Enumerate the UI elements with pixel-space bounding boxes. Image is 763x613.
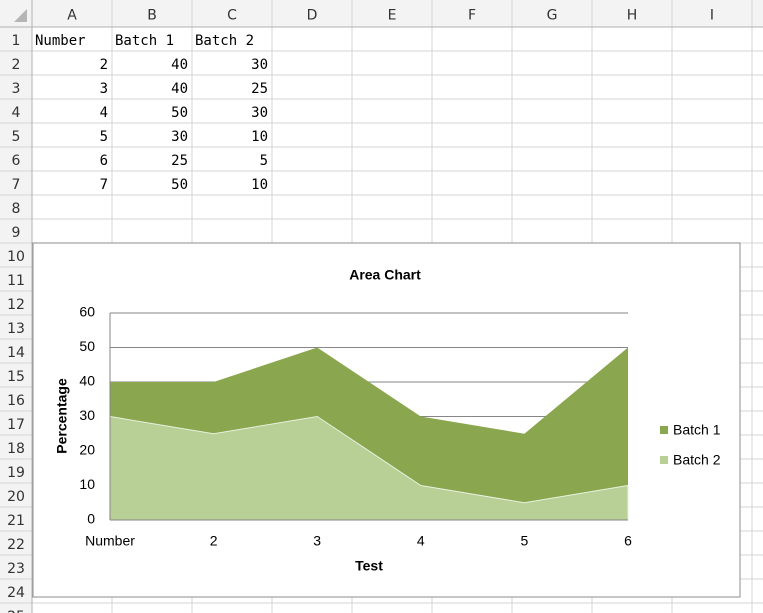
y-tick-label: 40 — [79, 373, 95, 389]
row-header[interactable]: 15 — [7, 369, 25, 385]
column-header-bar — [0, 0, 763, 27]
row-header[interactable]: 19 — [7, 465, 25, 481]
y-tick-label: 20 — [79, 442, 95, 458]
cell[interactable]: 25 — [251, 81, 268, 97]
row-header[interactable]: 14 — [7, 345, 25, 361]
row-header[interactable]: 20 — [7, 489, 25, 505]
row-header[interactable]: 2 — [12, 57, 21, 73]
row-header[interactable]: 18 — [7, 441, 25, 457]
cell[interactable]: Batch 1 — [115, 33, 174, 49]
row-header[interactable]: 3 — [12, 81, 21, 97]
column-header[interactable]: F — [468, 8, 476, 24]
cell[interactable]: 6 — [100, 153, 108, 169]
row-header[interactable]: 25 — [7, 609, 25, 613]
row-header[interactable]: 6 — [12, 153, 21, 169]
x-axis-label: Test — [355, 558, 383, 574]
column-header[interactable]: H — [627, 8, 638, 24]
row-header[interactable]: 16 — [7, 393, 25, 409]
row-header[interactable]: 13 — [7, 321, 25, 337]
y-tick-label: 60 — [79, 304, 95, 320]
row-header[interactable]: 17 — [7, 417, 25, 433]
y-tick-label: 30 — [79, 407, 95, 423]
cell[interactable]: Number — [35, 33, 86, 49]
cell[interactable]: 40 — [171, 57, 188, 73]
chart-title: Area Chart — [349, 267, 421, 283]
row-header[interactable]: 5 — [12, 129, 21, 145]
cell[interactable]: 10 — [251, 177, 268, 193]
column-header[interactable]: C — [227, 8, 237, 24]
select-all[interactable] — [14, 9, 27, 22]
x-tick-label: 3 — [313, 533, 321, 549]
legend-label: Batch 1 — [673, 422, 721, 438]
x-tick-label: 5 — [521, 533, 529, 549]
legend-label: Batch 2 — [673, 452, 721, 468]
cell[interactable]: 30 — [251, 57, 268, 73]
row-header[interactable]: 8 — [12, 201, 21, 217]
column-header[interactable]: B — [147, 8, 157, 24]
cell[interactable]: 7 — [100, 177, 108, 193]
row-header[interactable]: 1 — [12, 33, 21, 49]
cell[interactable]: 50 — [171, 105, 188, 121]
row-header[interactable]: 10 — [7, 249, 25, 265]
cell[interactable]: 3 — [100, 81, 108, 97]
row-header-bar — [0, 0, 32, 613]
cell[interactable]: 40 — [171, 81, 188, 97]
y-tick-label: 10 — [79, 476, 95, 492]
cell[interactable]: 5 — [260, 153, 268, 169]
column-header[interactable]: I — [710, 8, 714, 24]
row-header[interactable]: 7 — [12, 177, 21, 193]
row-header[interactable]: 23 — [7, 561, 25, 577]
row-header[interactable]: 24 — [7, 585, 25, 601]
legend-swatch — [660, 426, 668, 434]
area — [109, 415, 629, 521]
cell[interactable]: 4 — [100, 105, 108, 121]
x-tick-label: 2 — [210, 533, 218, 549]
y-tick-label: 50 — [79, 338, 95, 354]
column-header[interactable]: E — [388, 8, 397, 24]
column-header[interactable]: D — [307, 8, 318, 24]
x-tick-label: 6 — [624, 533, 632, 549]
column-header[interactable]: G — [547, 8, 558, 24]
cell[interactable]: 5 — [100, 129, 108, 145]
cell[interactable]: Batch 2 — [195, 33, 254, 49]
cell[interactable]: 30 — [251, 105, 268, 121]
y-tick-label: 0 — [87, 511, 95, 527]
row-header[interactable]: 11 — [7, 273, 25, 289]
chart[interactable]: Test Percentage 0 10 20 30 40 50 60 Number 2 3 4 5 6… — [32, 242, 741, 598]
x-tick-label: Number — [85, 533, 135, 549]
row-header[interactable]: 21 — [7, 513, 25, 529]
row-header[interactable]: 12 — [7, 297, 25, 313]
cell[interactable]: 30 — [171, 129, 188, 145]
y-axis-label: Percentage — [54, 378, 70, 454]
x-tick-label: 4 — [417, 533, 425, 549]
legend-swatch — [660, 456, 668, 464]
column-header[interactable]: A — [67, 8, 77, 24]
row-header[interactable]: 4 — [12, 105, 21, 121]
row-header[interactable]: 22 — [7, 537, 25, 553]
cell[interactable]: 25 — [171, 153, 188, 169]
cell[interactable]: 2 — [100, 57, 108, 73]
cell[interactable]: 10 — [251, 129, 268, 145]
cell[interactable]: 50 — [171, 177, 188, 193]
row-header[interactable]: 9 — [12, 225, 21, 241]
